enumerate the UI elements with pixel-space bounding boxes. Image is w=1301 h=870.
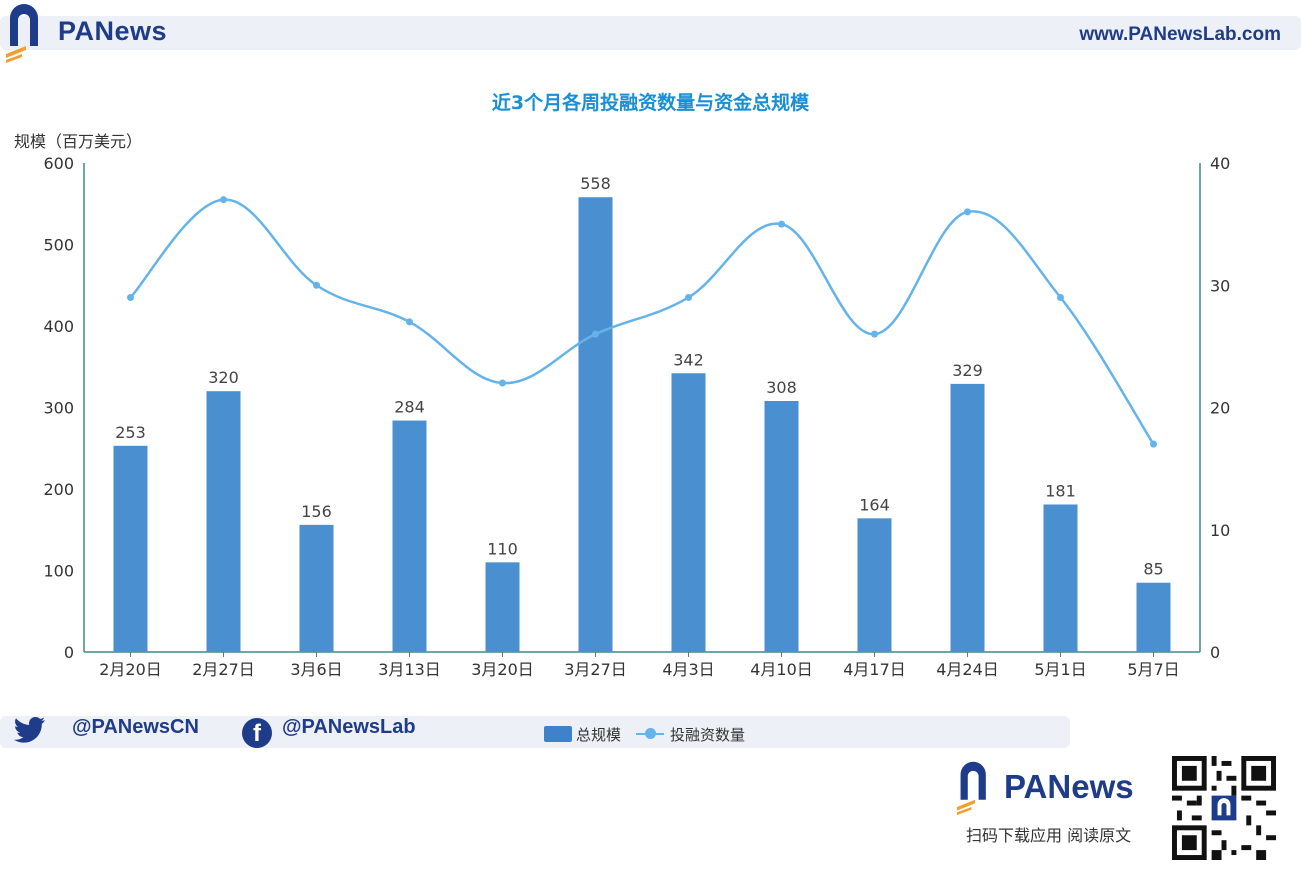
bar-data-label: 85 [1143, 560, 1163, 579]
bar [857, 518, 892, 652]
y-tick-label: 200 [43, 480, 74, 499]
line-point [964, 208, 971, 216]
line-point [127, 293, 134, 301]
bar [1136, 582, 1171, 652]
line-point [1150, 440, 1157, 448]
bar [578, 197, 613, 653]
site-url[interactable]: www.PANewsLab.com [1079, 24, 1281, 45]
bar [299, 524, 334, 652]
y2-tick-label: 20 [1210, 399, 1230, 418]
y-tick-label: 400 [43, 317, 74, 336]
x-tick-label: 3月13日 [378, 660, 441, 679]
footer-brand-name: PANews [1004, 768, 1134, 805]
bar [485, 562, 520, 652]
facebook-icon[interactable]: f [242, 718, 272, 748]
x-tick-label: 4月24日 [936, 660, 999, 679]
line-point [685, 293, 692, 301]
line-point [871, 330, 878, 338]
bar [113, 445, 148, 652]
header-bar [0, 16, 1301, 50]
bar [671, 373, 706, 652]
twitter-handle[interactable]: @PANewsCN [72, 716, 199, 738]
bar-data-label: 156 [301, 502, 332, 521]
qr-code-icon[interactable] [1172, 756, 1276, 860]
x-tick-label: 3月6日 [290, 660, 342, 679]
bar-data-label: 110 [487, 539, 518, 558]
bar-data-label: 253 [115, 423, 146, 442]
y2-tick-label: 10 [1210, 521, 1230, 540]
bar-data-label: 164 [859, 495, 890, 514]
legend-bar-label: 总规模 [576, 726, 622, 744]
x-tick-label: 4月17日 [843, 660, 906, 679]
bar [764, 400, 799, 652]
chart-title: 近3个月各周投融资数量与资金总规模 [491, 92, 810, 114]
y2-tick-label: 30 [1210, 276, 1230, 295]
legend-bar-swatch [544, 726, 572, 742]
legend-line-label: 投融资数量 [670, 726, 746, 744]
bar-data-label: 329 [952, 361, 983, 380]
line-point [220, 196, 227, 204]
x-tick-label: 5月7日 [1127, 660, 1179, 679]
scan-text: 扫码下载应用 阅读原文 [966, 826, 1132, 845]
facebook-handle[interactable]: @PANewsLab [282, 716, 416, 738]
y-tick-label: 100 [43, 562, 74, 581]
footer-bar [0, 716, 1070, 748]
legend-line-dot [645, 728, 656, 739]
x-tick-label: 4月10日 [750, 660, 813, 679]
line-point [499, 379, 506, 387]
panews-footer-logo-icon [956, 761, 986, 816]
y-tick-label: 300 [43, 399, 74, 418]
x-tick-label: 3月27日 [564, 660, 627, 679]
y2-tick-label: 40 [1210, 154, 1230, 173]
bar-data-label: 284 [394, 398, 425, 417]
line-series-path [129, 198, 1155, 445]
bar-data-label: 181 [1045, 481, 1076, 500]
y-tick-label: 0 [64, 643, 74, 662]
bar-data-label: 320 [208, 368, 239, 387]
x-tick-label: 3月20日 [471, 660, 534, 679]
y-axis-label: 规模（百万美元） [14, 132, 143, 151]
y-tick-label: 600 [43, 154, 74, 173]
bar-data-label: 342 [673, 350, 704, 369]
x-tick-label: 4月3日 [662, 660, 714, 679]
line-point [406, 318, 413, 326]
x-tick-label: 2月20日 [99, 660, 162, 679]
y2-tick-label: 0 [1210, 643, 1220, 662]
line-point [1057, 293, 1064, 301]
bar-data-label: 558 [580, 174, 611, 193]
bar [206, 391, 241, 652]
x-tick-label: 5月1日 [1034, 660, 1086, 679]
line-point [592, 330, 599, 338]
line-point [778, 220, 785, 228]
line-point [313, 281, 320, 289]
bar [950, 383, 985, 652]
x-tick-label: 2月27日 [192, 660, 255, 679]
bar [392, 420, 427, 652]
bar-data-label: 308 [766, 378, 797, 397]
twitter-icon[interactable] [14, 716, 46, 744]
brand-name: PANews [58, 16, 168, 46]
y-tick-label: 500 [43, 236, 74, 255]
chart-area: 0 100 200 300 400 500 600 0 10 20 30 40 253 320 156 284… [43, 154, 1230, 679]
bar [1043, 504, 1078, 652]
panews-logo-icon [6, 4, 38, 63]
